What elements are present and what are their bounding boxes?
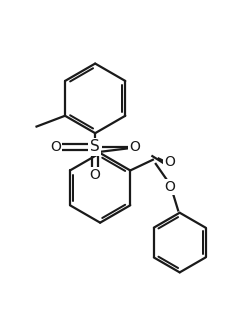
Text: O: O <box>164 155 175 169</box>
Text: O: O <box>90 169 101 183</box>
Text: O: O <box>50 140 61 154</box>
Text: S: S <box>90 139 100 154</box>
Text: O: O <box>164 180 175 194</box>
Text: O: O <box>130 140 140 154</box>
